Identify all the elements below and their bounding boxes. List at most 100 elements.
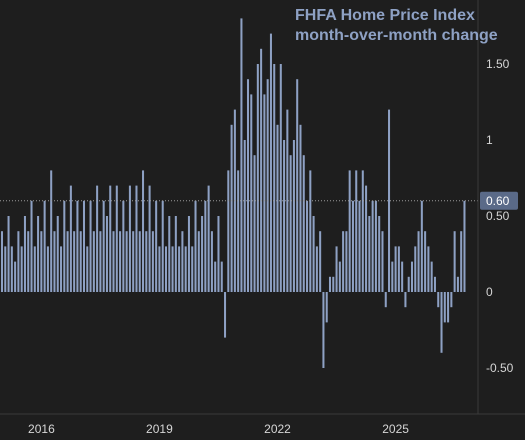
bar bbox=[447, 292, 450, 323]
bar bbox=[322, 292, 325, 368]
bar bbox=[112, 231, 115, 292]
bar bbox=[456, 276, 459, 292]
bar bbox=[351, 200, 354, 292]
bar bbox=[253, 155, 256, 292]
bar bbox=[50, 170, 53, 292]
bar bbox=[450, 292, 453, 308]
bar bbox=[194, 200, 197, 292]
bar bbox=[269, 33, 272, 292]
bar bbox=[401, 261, 404, 292]
bar bbox=[397, 246, 400, 292]
bar bbox=[128, 185, 131, 292]
bar bbox=[122, 200, 125, 292]
bar bbox=[246, 79, 250, 292]
last-value-badge-background bbox=[480, 191, 518, 210]
bar bbox=[342, 231, 345, 292]
bar bbox=[299, 124, 302, 292]
bar bbox=[417, 231, 420, 292]
bar bbox=[43, 200, 46, 292]
bar bbox=[17, 231, 20, 292]
last-value-badge: 0.60 bbox=[480, 191, 518, 210]
bar bbox=[381, 231, 384, 292]
bar bbox=[374, 200, 377, 292]
last-value-label: 0.60 bbox=[486, 194, 510, 208]
bar bbox=[10, 246, 13, 292]
bar bbox=[164, 246, 168, 292]
bar bbox=[105, 216, 108, 292]
bar bbox=[7, 216, 10, 292]
bar bbox=[132, 231, 135, 292]
bar bbox=[109, 185, 112, 292]
bar bbox=[315, 246, 318, 292]
bar bbox=[292, 140, 295, 292]
bar bbox=[407, 276, 410, 292]
y-tick-label: 1 bbox=[486, 133, 493, 147]
bar bbox=[420, 200, 423, 292]
bar bbox=[217, 216, 220, 292]
bar bbox=[201, 216, 204, 292]
bar bbox=[191, 246, 194, 292]
bar bbox=[256, 64, 259, 292]
bar bbox=[151, 231, 154, 292]
bar bbox=[371, 200, 374, 292]
bar bbox=[197, 231, 200, 292]
x-tick-label: 2019 bbox=[146, 422, 173, 436]
x-tick-label: 2022 bbox=[264, 422, 291, 436]
bar bbox=[391, 261, 394, 292]
bar bbox=[260, 48, 263, 292]
bar bbox=[361, 170, 364, 292]
bar bbox=[433, 276, 436, 292]
bar bbox=[56, 216, 59, 292]
bar bbox=[355, 170, 358, 292]
bar bbox=[378, 216, 381, 292]
x-tick-label: 2025 bbox=[382, 422, 409, 436]
bar bbox=[306, 200, 309, 292]
bar bbox=[302, 155, 305, 292]
bar bbox=[184, 246, 187, 292]
bar bbox=[453, 231, 456, 292]
bar bbox=[332, 276, 335, 292]
bar bbox=[220, 261, 223, 292]
bar bbox=[92, 231, 95, 292]
bar bbox=[410, 261, 414, 292]
bar bbox=[102, 200, 105, 292]
bar bbox=[37, 216, 40, 292]
y-axis-ticks: 1.50 1 0.50 0 -0.50 bbox=[486, 57, 514, 375]
bar bbox=[424, 231, 427, 292]
bar bbox=[463, 200, 466, 292]
bar bbox=[335, 246, 338, 292]
bar bbox=[227, 170, 230, 292]
bar bbox=[53, 231, 56, 292]
bar bbox=[312, 216, 315, 292]
bar bbox=[82, 200, 86, 292]
bar bbox=[171, 246, 174, 292]
bar bbox=[289, 155, 292, 292]
bar bbox=[266, 79, 269, 292]
bar bbox=[328, 276, 332, 292]
bar bbox=[86, 246, 89, 292]
bar bbox=[214, 261, 217, 292]
x-axis-ticks: 2016 2019 2022 2025 bbox=[28, 422, 409, 436]
bar bbox=[46, 246, 49, 292]
bar bbox=[437, 292, 440, 308]
bar bbox=[279, 64, 282, 292]
bar bbox=[309, 170, 312, 292]
bar bbox=[0, 231, 4, 292]
bar bbox=[20, 246, 23, 292]
bar bbox=[319, 231, 322, 292]
bar bbox=[40, 231, 43, 292]
bar bbox=[66, 231, 69, 292]
y-tick-label: 0 bbox=[486, 285, 493, 299]
bar bbox=[119, 231, 122, 292]
x-tick-label: 2016 bbox=[28, 422, 55, 436]
bar bbox=[23, 216, 26, 292]
bar bbox=[181, 231, 184, 292]
bars-layer bbox=[0, 18, 466, 368]
bar bbox=[286, 109, 289, 292]
bar bbox=[224, 292, 227, 338]
bar bbox=[348, 170, 351, 292]
bar bbox=[296, 79, 299, 292]
bar bbox=[76, 200, 79, 292]
bar bbox=[138, 231, 141, 292]
